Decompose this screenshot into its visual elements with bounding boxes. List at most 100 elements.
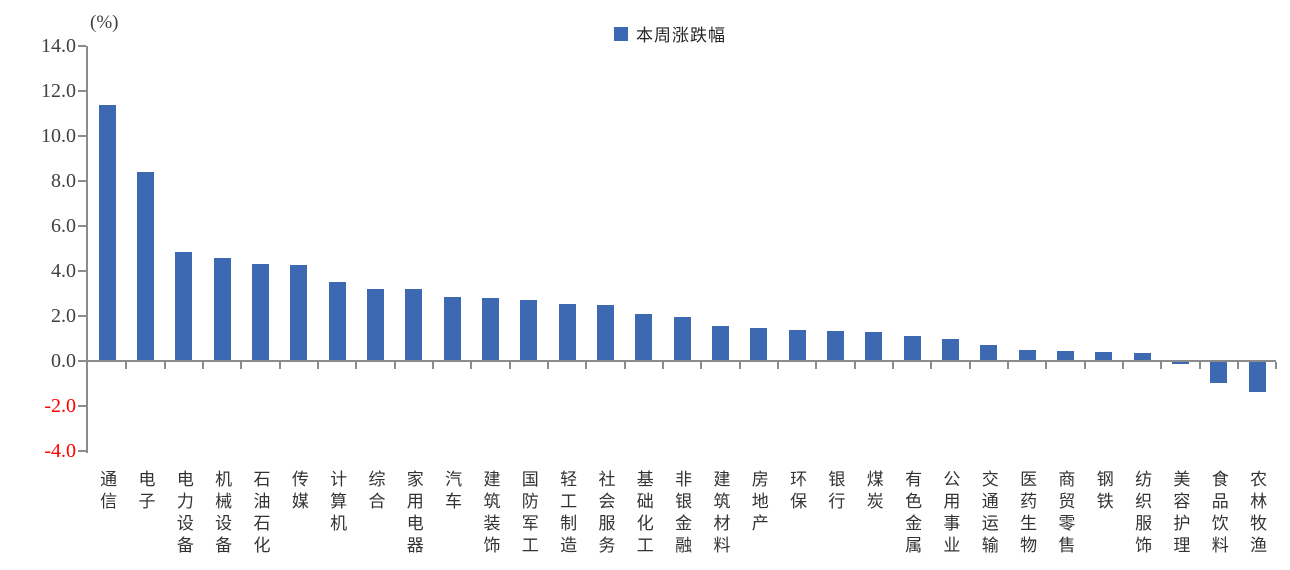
category-label: 社会服务: [595, 470, 615, 558]
category-label: 国防军工: [518, 470, 538, 558]
category-label: 银行: [825, 470, 845, 514]
bar-建筑材料: [711, 326, 729, 361]
x-axis-tick: [776, 362, 779, 369]
category-label: 交通运输: [978, 470, 998, 558]
x-axis-tick: [1121, 362, 1124, 369]
y-tick-label: 12.0: [41, 80, 76, 102]
y-axis-tick: [78, 405, 86, 407]
bar-机械设备: [213, 257, 231, 361]
x-axis-tick: [1083, 362, 1086, 369]
x-axis-tick: [738, 362, 741, 369]
bar-基础化工: [635, 313, 653, 361]
category-label: 煤炭: [863, 470, 883, 514]
bar-轻工制造: [558, 303, 576, 361]
x-axis-tick: [1236, 362, 1239, 369]
bar-国防军工: [520, 300, 538, 361]
y-tick-label: 6.0: [51, 215, 76, 237]
bar-社会服务: [596, 304, 614, 361]
bar-农林牧渔: [1248, 362, 1266, 393]
bar-钢铁: [1095, 352, 1113, 361]
category-label: 汽车: [442, 470, 462, 514]
y-axis-tick: [78, 180, 86, 182]
bar-环保: [788, 329, 806, 361]
bar-医药生物: [1018, 349, 1036, 361]
legend-swatch-icon: [614, 26, 628, 41]
category-label: 电力设备: [173, 470, 193, 558]
y-tick-label: 2.0: [51, 305, 76, 327]
x-axis-tick: [853, 362, 856, 369]
legend-series-label: 本周涨跌幅: [636, 26, 726, 45]
x-axis-tick: [585, 362, 588, 369]
category-label: 传媒: [288, 470, 308, 514]
category-label: 综合: [365, 470, 385, 514]
bar-非银金融: [673, 317, 691, 361]
bar-美容护理: [1171, 362, 1189, 365]
x-axis-tick: [393, 362, 396, 369]
bar-家用电器: [405, 289, 423, 361]
category-label: 公用事业: [940, 470, 960, 558]
category-label: 基础化工: [633, 470, 653, 558]
category-label: 有色金属: [902, 470, 922, 558]
x-axis-tick: [1198, 362, 1201, 369]
y-axis-tick: [78, 315, 86, 317]
y-tick-label: -2.0: [44, 395, 76, 417]
bar-有色金属: [903, 336, 921, 361]
category-label: 食品饮料: [1208, 470, 1228, 558]
category-label: 商贸零售: [1055, 470, 1075, 558]
category-label: 环保: [787, 470, 807, 514]
bar-石油石化: [251, 264, 269, 361]
category-label: 医药生物: [1017, 470, 1037, 558]
y-axis-tick: [78, 90, 86, 92]
y-axis-tick: [78, 360, 86, 362]
x-axis-tick: [1045, 362, 1048, 369]
bar-食品饮料: [1210, 362, 1228, 384]
x-axis-tick: [546, 362, 549, 369]
x-axis-tick: [1006, 362, 1009, 369]
category-label: 轻工制造: [557, 470, 577, 558]
x-axis-tick: [1160, 362, 1163, 369]
y-tick-label: 0.0: [51, 350, 76, 372]
category-label: 计算机: [327, 470, 347, 536]
y-axis-tick: [78, 45, 86, 47]
y-axis-tick: [78, 450, 86, 452]
bar-综合: [366, 289, 384, 361]
category-label: 通信: [97, 470, 117, 514]
x-axis-tick: [968, 362, 971, 369]
bar-公用事业: [941, 338, 959, 361]
x-axis-tick: [700, 362, 703, 369]
bar-交通运输: [980, 345, 998, 361]
x-axis-tick: [355, 362, 358, 369]
bar-计算机: [328, 282, 346, 361]
x-axis-tick: [278, 362, 281, 369]
category-label: 钢铁: [1093, 470, 1113, 514]
category-label: 美容护理: [1170, 470, 1190, 558]
x-axis-tick: [431, 362, 434, 369]
bar-银行: [826, 330, 844, 361]
x-axis-tick: [815, 362, 818, 369]
category-label: 农林牧渔: [1247, 470, 1267, 558]
x-axis-line: [86, 360, 1277, 362]
y-axis-line: [86, 46, 88, 453]
bar-电力设备: [175, 251, 193, 361]
bar-汽车: [443, 296, 461, 361]
category-label: 房地产: [748, 470, 768, 536]
y-tick-label: 14.0: [41, 35, 76, 57]
y-tick-label: -4.0: [44, 440, 76, 462]
y-tick-label: 8.0: [51, 170, 76, 192]
y-axis-tick: [78, 225, 86, 227]
legend: 本周涨跌幅: [614, 21, 726, 46]
x-axis-tick: [163, 362, 166, 369]
y-axis-tick: [78, 270, 86, 272]
bar-商贸零售: [1056, 350, 1074, 361]
x-axis-tick: [891, 362, 894, 369]
bar-电子: [136, 172, 154, 361]
category-label: 机械设备: [212, 470, 232, 558]
bar-通信: [98, 104, 116, 361]
category-label: 建筑材料: [710, 470, 730, 558]
x-axis-tick: [508, 362, 511, 369]
category-label: 纺织服饰: [1132, 470, 1152, 558]
category-label: 石油石化: [250, 470, 270, 558]
y-axis-tick: [78, 135, 86, 137]
x-axis-tick: [125, 362, 128, 369]
